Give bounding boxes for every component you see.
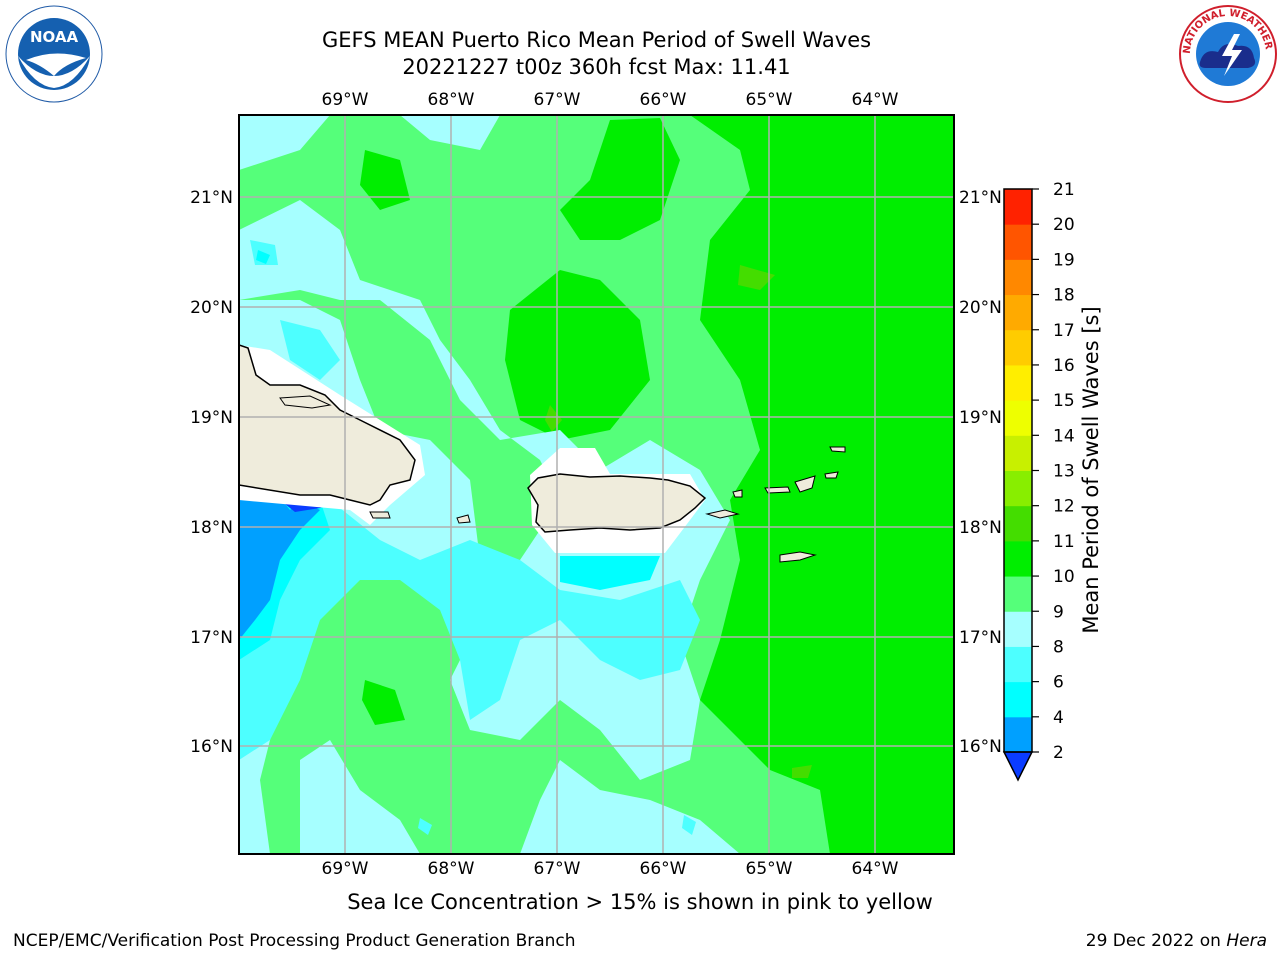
colorbar-bin [1004, 716, 1032, 753]
colorbar-bin [1004, 646, 1032, 683]
lat-label-left: 21°N [190, 188, 233, 208]
lat-label-left: 16°N [190, 737, 233, 757]
colorbar-bin [1004, 435, 1032, 471]
lat-label-right: 20°N [959, 298, 1002, 318]
colorbar-tick-label: 10 [1053, 567, 1075, 587]
colorbar-bin [1004, 189, 1032, 225]
graticule [239, 115, 954, 854]
colorbar-tick-label: 21 [1053, 180, 1075, 200]
footer-host: Hera [1226, 931, 1267, 951]
lat-label-right: 16°N [959, 737, 1002, 757]
colorbar-bin [1004, 224, 1032, 260]
contour-fill [239, 115, 954, 854]
colorbar-tick-label: 6 [1053, 673, 1064, 693]
colorbar-bin [1004, 540, 1032, 577]
colorbar-tick-label: 12 [1053, 497, 1075, 517]
colorbar-tick-label: 4 [1053, 708, 1064, 728]
nws-logo: NATIONAL WEATHER SERVICE [1178, 4, 1277, 103]
lat-label-left: 20°N [190, 298, 233, 318]
colorbar-tick-label: 14 [1053, 426, 1075, 446]
noaa-logo-text: NOAA [30, 28, 79, 46]
lon-label-bottom: 68°W [428, 859, 475, 879]
colorbar-tick-label: 17 [1053, 321, 1075, 341]
colorbar-bin [1004, 505, 1032, 542]
colorbar-tick-label: 19 [1053, 250, 1075, 270]
lat-label-right: 19°N [959, 408, 1002, 428]
lat-label-right: 21°N [959, 188, 1002, 208]
footer-date-text: 29 Dec 2022 on [1085, 931, 1227, 951]
colorbar-tick-label: 2 [1053, 743, 1064, 763]
colorbar-tick-label: 8 [1053, 637, 1064, 657]
footer-date: 29 Dec 2022 on Hera [1086, 931, 1267, 951]
colorbar-bin [1004, 400, 1032, 436]
colorbar-tick-label: 20 [1053, 215, 1075, 235]
map-frame [238, 114, 955, 855]
chart-title: GEFS MEAN Puerto Rico Mean Period of Swe… [321, 28, 872, 52]
noaa-logo: NOAA [5, 5, 103, 103]
lon-label-bottom: 69°W [322, 859, 369, 879]
colorbar-tick-label: 18 [1053, 286, 1075, 306]
lon-label-bottom: 64°W [852, 859, 899, 879]
colorbar-tick-label: 16 [1053, 356, 1075, 376]
lon-label-top: 66°W [640, 90, 687, 110]
colorbar-bin [1004, 329, 1032, 366]
colorbar-bin [1004, 681, 1032, 718]
colorbar-tick-label: 11 [1053, 532, 1075, 552]
colorbar-tick-label: 13 [1053, 462, 1075, 482]
colorbar-tick-label: 9 [1053, 602, 1064, 622]
lon-label-bottom: 67°W [534, 859, 581, 879]
sea-ice-note: Sea Ice Concentration > 15% is shown in … [347, 890, 933, 914]
lat-label-left: 19°N [190, 408, 233, 428]
colorbar-tick-label: 15 [1053, 391, 1075, 411]
colorbar-bin [1004, 294, 1032, 331]
lon-label-top: 64°W [852, 90, 899, 110]
colorbar-label: Mean Period of Swell Waves [s] [1079, 306, 1103, 633]
lon-label-top: 69°W [322, 90, 369, 110]
chart-subtitle-forecast: 20221227 t00z 360h fcst Max: 11.41 [402, 55, 791, 79]
colorbar-bin [1004, 611, 1032, 647]
lon-label-bottom: 66°W [640, 859, 687, 879]
lat-label-right: 17°N [959, 628, 1002, 648]
colorbar-bin [1004, 470, 1032, 507]
lon-label-top: 67°W [534, 90, 581, 110]
lon-label-bottom: 65°W [746, 859, 793, 879]
colorbar-bin [1004, 364, 1032, 401]
lon-label-top: 68°W [428, 90, 475, 110]
colorbar: 2 4 6 8 9 10 11 12 13 14 15 16 17 18 19 20 21 [1002, 180, 1075, 782]
lat-label-left: 17°N [190, 628, 233, 648]
lat-label-left: 18°N [190, 518, 233, 538]
lat-label-right: 18°N [959, 518, 1002, 538]
colorbar-bin [1004, 259, 1032, 296]
colorbar-extend-triangle [1002, 751, 1034, 782]
footer-credit: NCEP/EMC/Verification Post Processing Pr… [13, 931, 576, 951]
colorbar-bin [1004, 576, 1032, 612]
lon-label-top: 65°W [746, 90, 793, 110]
